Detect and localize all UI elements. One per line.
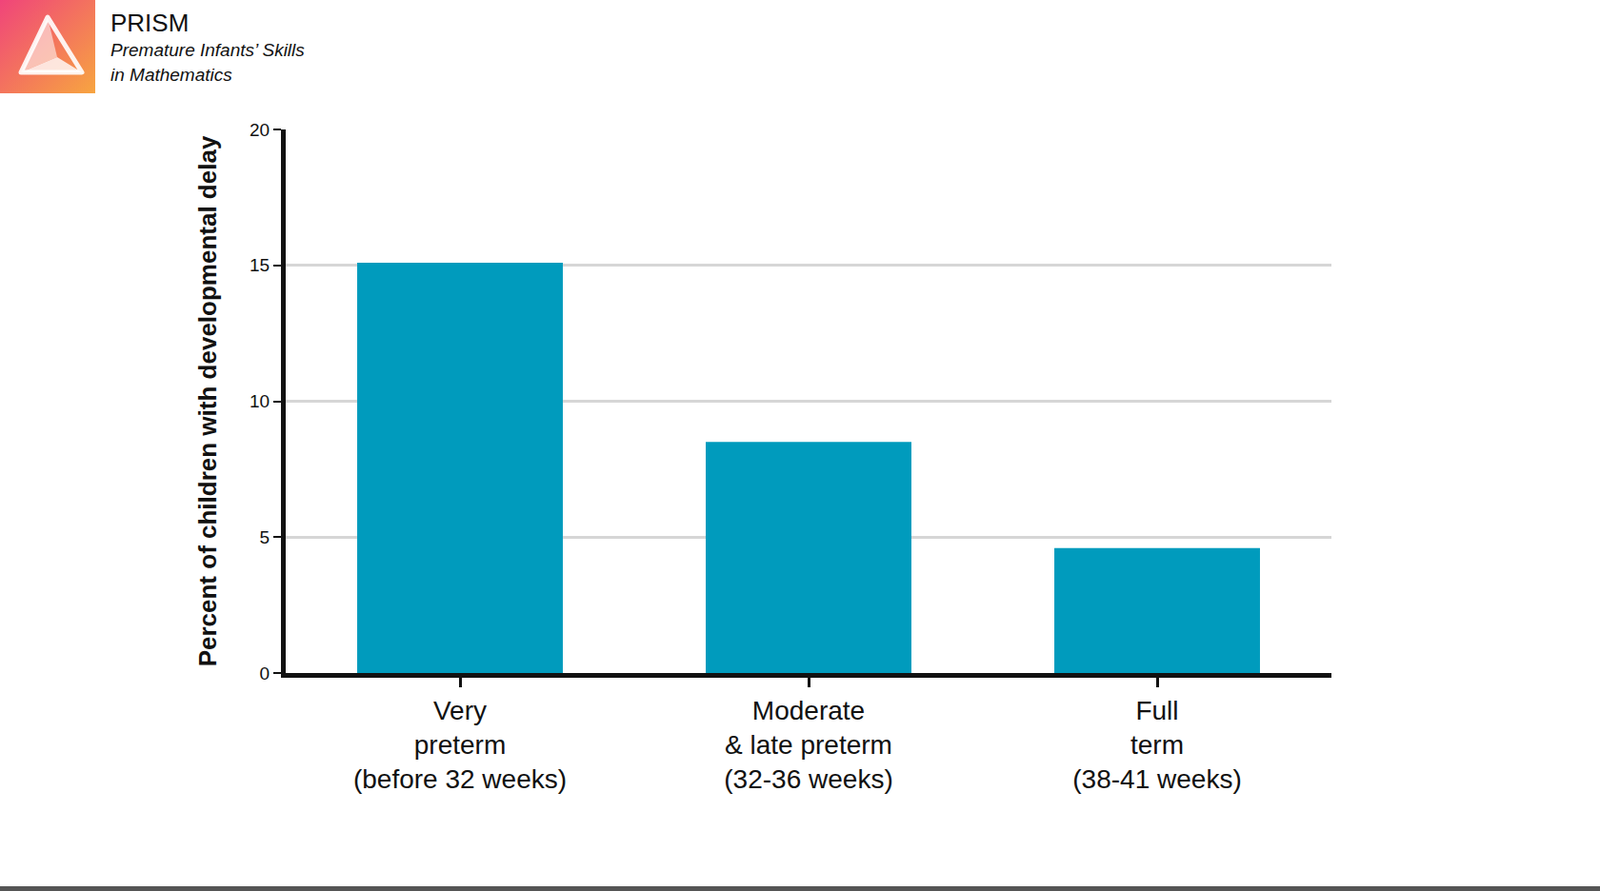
svg-text:15: 15: [249, 255, 270, 276]
svg-text:Percent of children with devel: Percent of children with developmental d…: [193, 135, 222, 667]
svg-text:Fullterm(38-41 weeks): Fullterm(38-41 weeks): [1072, 696, 1241, 796]
html-text:PRISM: PRISM: [110, 8, 189, 38]
svg-text:Verypreterm(before 32 weeks): Verypreterm(before 32 weeks): [353, 696, 567, 796]
svg-text:0: 0: [260, 663, 271, 684]
svg-text:20: 20: [249, 120, 270, 140]
html-text:Premature Infants’ Skills in M: Premature Infants’ Skills in Mathematics: [110, 40, 305, 85]
svg-text:10: 10: [249, 391, 270, 412]
svg-text:Moderate& late preterm(32-36 w: Moderate& late preterm(32-36 weeks): [723, 696, 893, 796]
svg-text:5: 5: [260, 527, 271, 548]
